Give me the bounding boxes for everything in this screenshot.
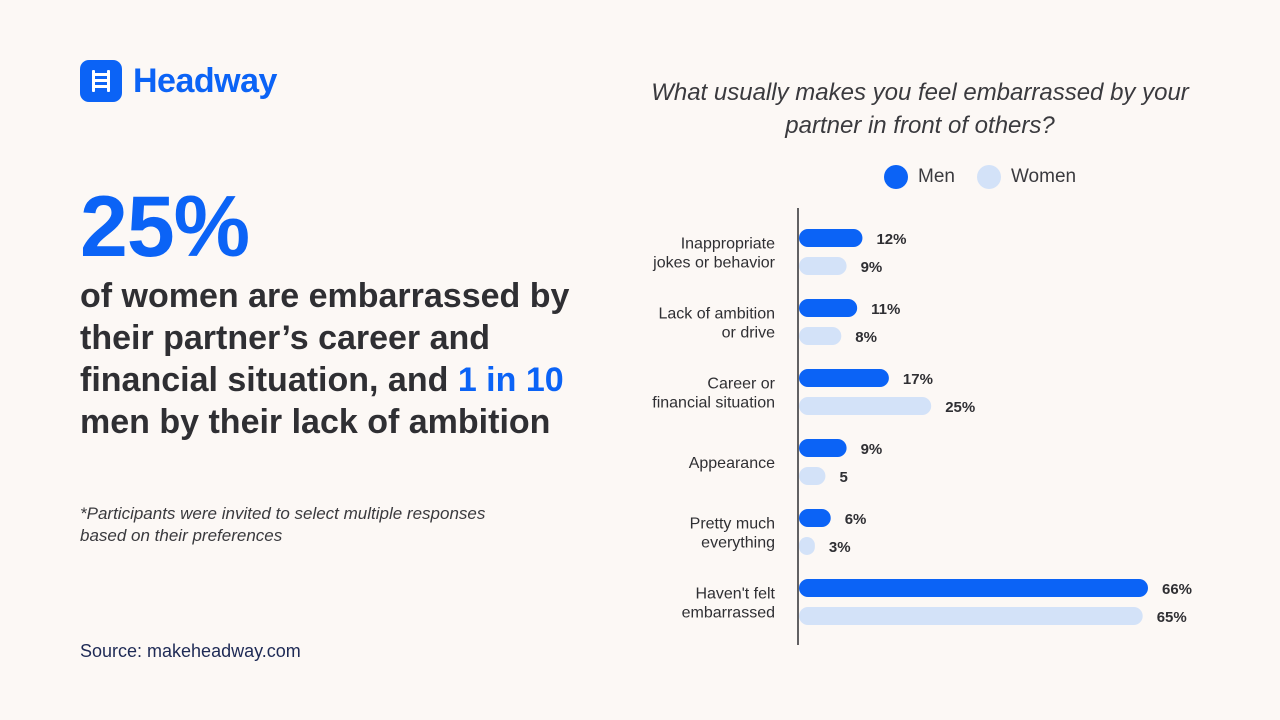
data-label: 9% (861, 441, 883, 458)
headline-highlight: 1 in 10 (457, 361, 564, 399)
headline-stat: 25% (80, 179, 250, 275)
bar-men (799, 299, 858, 317)
bar-men (799, 229, 863, 247)
data-label: 9% (861, 259, 883, 276)
bar-women (799, 327, 842, 345)
category-label: Pretty much everything (690, 516, 775, 552)
brand-logo: Headway (80, 60, 277, 102)
category-label: Appearance (689, 455, 775, 472)
chart-title: What usually makes you feel embarrassed … (651, 79, 1189, 139)
category-label: Career or financial situation (652, 376, 775, 412)
data-label: 5 (839, 469, 847, 486)
bar-men (799, 509, 831, 527)
data-label: 6% (845, 511, 867, 528)
headline-text: of women are embarrassed by their partne… (80, 277, 570, 441)
legend-swatch-men (884, 165, 908, 189)
footnote: *Participants were invited to select mul… (80, 504, 486, 545)
data-label: 17% (903, 371, 933, 388)
bar-women (799, 397, 932, 415)
bar-men (799, 439, 847, 457)
data-label: 3% (829, 539, 851, 556)
bar-women (799, 257, 847, 275)
data-label: 12% (876, 231, 906, 248)
data-label: 66% (1162, 581, 1192, 598)
legend-swatch-women (976, 165, 1001, 189)
ladder-icon (80, 60, 122, 102)
data-label: 11% (871, 301, 900, 318)
brand-name: Headway (133, 61, 277, 100)
category-label: Haven't felt embarrassed (682, 586, 776, 622)
bar-women (799, 607, 1143, 625)
legend-men: Men (884, 165, 955, 189)
chart-legend: Men Women (884, 165, 1098, 189)
category-label: Lack of ambition or drive (658, 306, 775, 342)
legend-women: Women (976, 165, 1076, 189)
data-label: 8% (855, 329, 877, 346)
source-text: Source: makeheadway.com (80, 641, 301, 661)
bar-women (799, 467, 826, 485)
bar-men (799, 579, 1148, 597)
data-label: 65% (1157, 609, 1187, 626)
category-label: Inappropriate jokes or behavior (652, 236, 776, 272)
bar-men (799, 369, 889, 387)
data-label: 25% (945, 399, 975, 416)
bar-women (799, 537, 815, 555)
